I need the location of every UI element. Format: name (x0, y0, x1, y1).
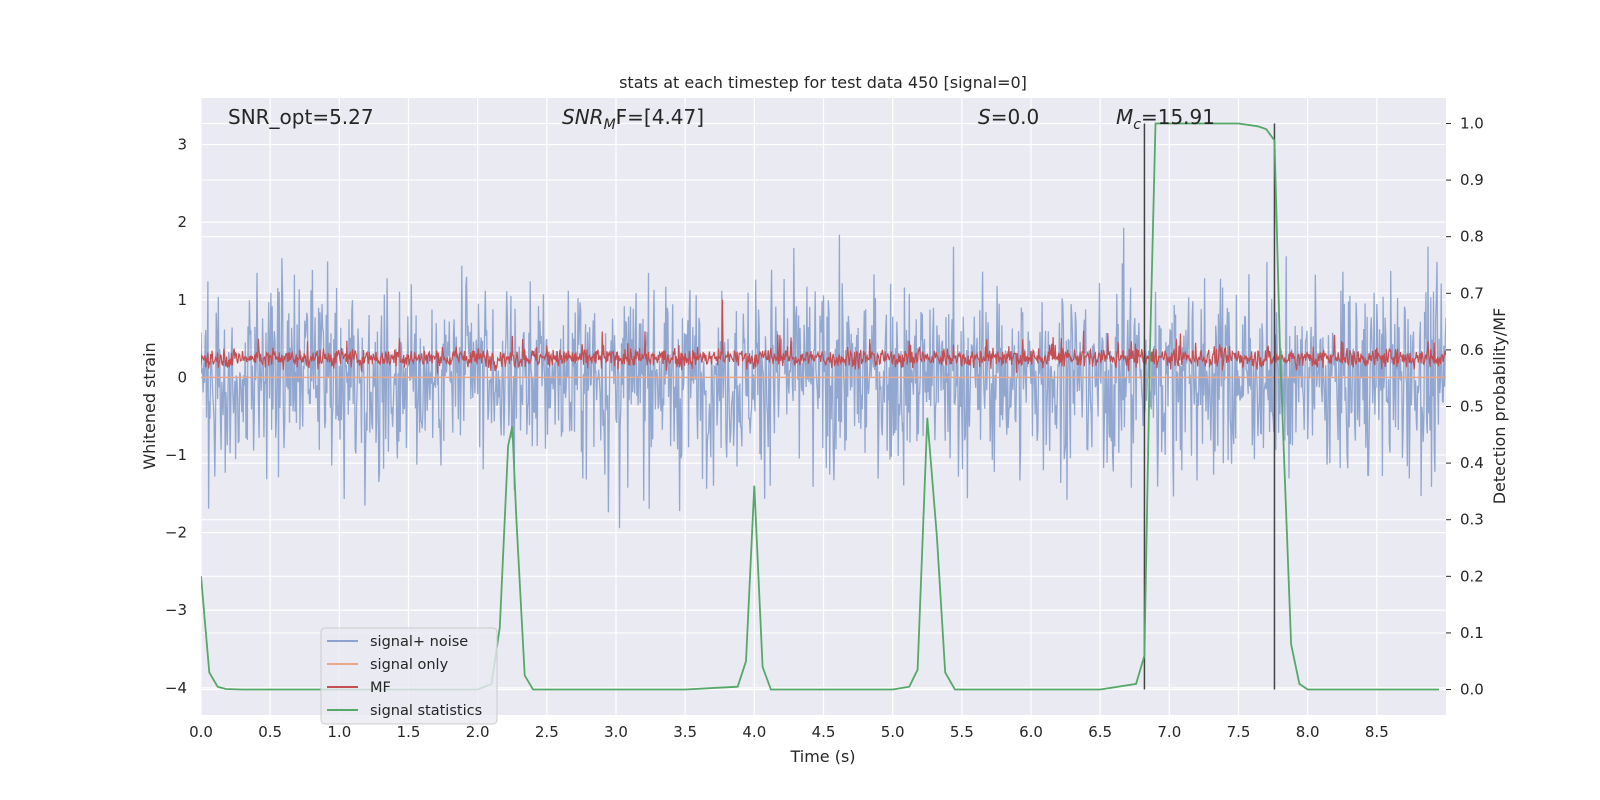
x-tick-label: 8.5 (1365, 723, 1389, 741)
annotation-snr-mf: SNRMF=[4.47] (562, 105, 704, 133)
x-tick-label: 4.5 (812, 723, 836, 741)
x-tick-label: 5.0 (881, 723, 905, 741)
y-left-tick-label: 2 (177, 213, 187, 231)
legend-label-signal-statistics: signal statistics (370, 703, 482, 719)
series-mf (201, 299, 1446, 374)
y-right-tick-label: 0.0 (1460, 681, 1484, 699)
x-tick-label: 0.0 (189, 723, 213, 741)
x-tick-label: 3.0 (604, 723, 628, 741)
y-axis-right-label: Detection probability/MF (1490, 308, 1509, 505)
y-left-tick-label: 3 (177, 136, 187, 154)
x-tick-label: 0.5 (258, 723, 282, 741)
y-axis-left-ticks: 3 2 1 0 −1 −2 −3 −4 (165, 136, 187, 697)
y-right-tick-label: 0.7 (1460, 284, 1484, 302)
annotation-snr-opt: SNR_opt=5.27 (228, 105, 374, 129)
legend: signal+ noise signal only MF signal stat… (320, 627, 498, 725)
x-tick-label: 4.0 (742, 723, 766, 741)
legend-label-signal-only: signal only (370, 657, 449, 673)
annotation-s: S=0.0 (978, 105, 1039, 129)
y-right-tick-label: 1.0 (1460, 114, 1484, 132)
y-right-tick-label: 0.9 (1460, 171, 1484, 189)
y-left-tick-label: −3 (165, 601, 187, 619)
vertical-markers (1143, 123, 1276, 690)
x-tick-label: 6.5 (1088, 723, 1112, 741)
x-tick-label: 8.0 (1296, 723, 1320, 741)
y-right-tick-label: 0.6 (1460, 341, 1484, 359)
legend-label-signal-noise: signal+ noise (370, 634, 468, 650)
x-axis-label: Time (s) (789, 747, 855, 766)
y-right-tick-label: 0.1 (1460, 624, 1484, 642)
x-tick-label: 5.5 (950, 723, 974, 741)
y-right-tick-label: 0.3 (1460, 511, 1484, 529)
y-left-tick-label: −2 (165, 524, 187, 542)
x-tick-label: 6.0 (1019, 723, 1043, 741)
x-tick-label: 1.0 (327, 723, 351, 741)
legend-label-mf: MF (370, 680, 391, 696)
y-axis-right-ticks: 1.0 0.9 0.8 0.7 0.6 0.5 0.4 0.3 0.2 0.1 0.0 (1446, 114, 1484, 699)
y-left-tick-label: 1 (177, 291, 187, 309)
chart-title: stats at each timestep for test data 450… (619, 73, 1027, 92)
x-tick-label: 3.5 (673, 723, 697, 741)
x-tick-label: 7.0 (1157, 723, 1181, 741)
legend-box (320, 627, 498, 725)
annotation-mc: Mc=15.91 (1116, 105, 1215, 133)
x-axis-ticks: 0.0 0.5 1.0 1.5 2.0 2.5 3.0 3.5 4.0 4.5 5.0 5.5 6.0 6… (189, 723, 1389, 741)
mf-line (201, 299, 1446, 374)
y-right-tick-label: 0.5 (1460, 398, 1484, 416)
x-tick-label: 2.5 (535, 723, 559, 741)
y-left-tick-label: −1 (165, 446, 187, 464)
y-left-tick-label: −4 (165, 679, 187, 697)
y-right-tick-label: 0.4 (1460, 454, 1484, 472)
x-tick-label: 1.5 (397, 723, 421, 741)
y-right-tick-label: 0.8 (1460, 228, 1484, 246)
y-axis-left-label: Whitened strain (140, 342, 159, 469)
series-signal-noise (201, 227, 1446, 529)
signal-noise-line (201, 227, 1446, 529)
y-right-tick-label: 0.2 (1460, 567, 1484, 585)
x-tick-label: 7.5 (1227, 723, 1251, 741)
y-left-tick-label: 0 (177, 368, 187, 386)
x-tick-label: 2.0 (466, 723, 490, 741)
